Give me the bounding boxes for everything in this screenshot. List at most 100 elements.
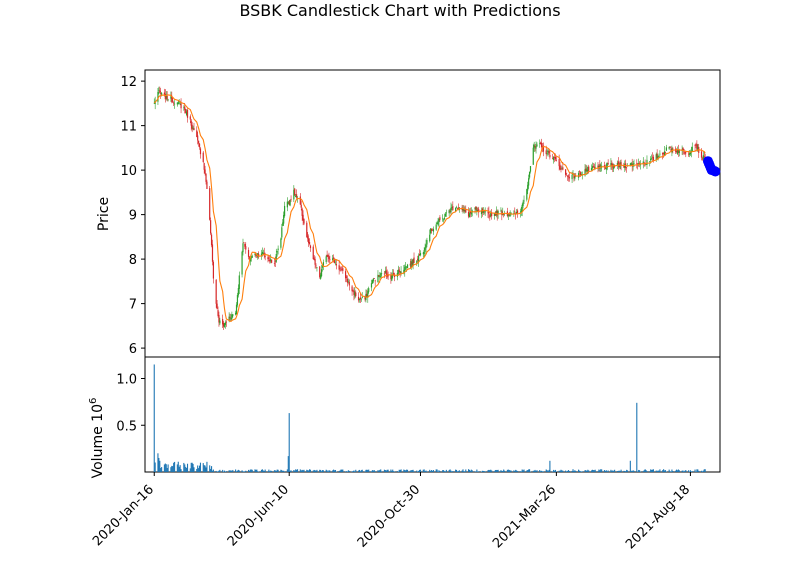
volume-bar: [339, 470, 341, 472]
volume-bar: [157, 453, 159, 472]
candle-body: [507, 214, 509, 217]
candle-body: [558, 159, 560, 167]
candle-body: [406, 264, 409, 269]
volume-bar: [594, 469, 596, 472]
candle-body: [568, 176, 570, 179]
candle-body: [521, 205, 523, 213]
volume-bar: [676, 470, 679, 472]
volume-bar: [477, 471, 479, 472]
volume-bar: [398, 469, 400, 472]
volume-bar: [250, 469, 252, 472]
volume-bar: [185, 466, 187, 472]
volume-bar: [333, 470, 336, 472]
candle-body: [328, 256, 330, 259]
candle-body: [193, 128, 195, 131]
volume-bar: [513, 470, 515, 472]
candle-body: [540, 142, 542, 145]
candle-body: [228, 316, 230, 321]
candle-body: [482, 211, 484, 213]
volume-bar: [590, 470, 593, 472]
volume-bar: [390, 469, 392, 472]
candle-body: [663, 151, 666, 156]
candle-body: [180, 103, 182, 109]
candle-body: [431, 229, 434, 231]
volume-bar: [277, 469, 279, 472]
candle-body: [248, 256, 251, 260]
volume-bar: [198, 468, 200, 472]
volume-bar: [474, 471, 476, 472]
candle-body: [547, 151, 549, 153]
volume-bar: [645, 470, 647, 472]
volume-bar: [341, 469, 343, 472]
volume-bar: [319, 469, 321, 472]
volume-bar: [251, 469, 253, 472]
price-y-tick-label: 6: [129, 342, 137, 357]
candle-body: [202, 152, 204, 163]
volume-bar: [515, 469, 517, 472]
volume-bar: [651, 469, 653, 472]
candle-body: [384, 270, 386, 274]
price-y-ticks: 6 7 8 9 10 11 12: [120, 75, 145, 357]
volume-bar: [457, 471, 459, 472]
volume-bar: [664, 470, 667, 472]
volume-bar: [611, 470, 613, 472]
volume-bar: [584, 470, 586, 472]
candle-body: [403, 269, 405, 273]
volume-bar: [360, 470, 362, 472]
candle-body: [338, 265, 340, 270]
candle-body: [503, 213, 505, 215]
candle-body: [533, 144, 535, 149]
candle-body: [489, 215, 491, 217]
candle-body: [234, 312, 237, 315]
candle-body: [316, 267, 318, 268]
candle-body: [398, 269, 400, 272]
candle-body: [189, 116, 191, 120]
candle-body: [235, 304, 238, 315]
candle-body: [630, 162, 632, 165]
volume-bar: [455, 469, 458, 472]
candle-body: [456, 207, 459, 209]
volume-bar: [404, 470, 406, 472]
volume-bar: [449, 469, 451, 472]
volume-bar: [559, 470, 561, 472]
volume-bar: [668, 469, 670, 472]
volume-bar: [412, 469, 414, 472]
candle-body: [184, 106, 186, 110]
candle-body: [664, 152, 667, 153]
candle-body: [250, 257, 252, 259]
candle-body: [380, 273, 382, 276]
volume-bar: [526, 470, 528, 472]
volume-bar: [392, 469, 394, 472]
volume-bar: [410, 470, 412, 472]
volume-bar: [566, 471, 569, 472]
candle-body: [313, 257, 315, 260]
candle-body: [624, 164, 626, 169]
candle-body: [501, 211, 503, 215]
candle-body: [474, 207, 476, 210]
volume-bar: [568, 470, 570, 472]
volume-bar: [612, 470, 614, 472]
volume-bar: [600, 469, 602, 472]
volume-bar: [232, 469, 234, 472]
candle-body: [626, 167, 628, 169]
candle-body: [642, 161, 644, 164]
candle-body: [688, 153, 691, 155]
volume-bar: [650, 469, 652, 472]
volume-bar: [677, 469, 679, 472]
candle-body: [341, 268, 343, 270]
volume-bar: [623, 470, 625, 472]
candle-body: [320, 274, 322, 279]
candle-body: [173, 103, 176, 105]
volume-bar: [199, 462, 202, 472]
candle-body: [409, 263, 411, 266]
candle-body: [668, 147, 670, 149]
candle-body: [357, 296, 360, 301]
candle-body: [209, 188, 211, 220]
candle-body: [210, 234, 213, 246]
volume-bar: [496, 470, 498, 472]
volume-bar: [553, 469, 555, 472]
candle-body: [373, 278, 375, 279]
candle-body: [638, 162, 641, 164]
candle-body: [417, 258, 419, 261]
candle-body: [519, 212, 521, 213]
